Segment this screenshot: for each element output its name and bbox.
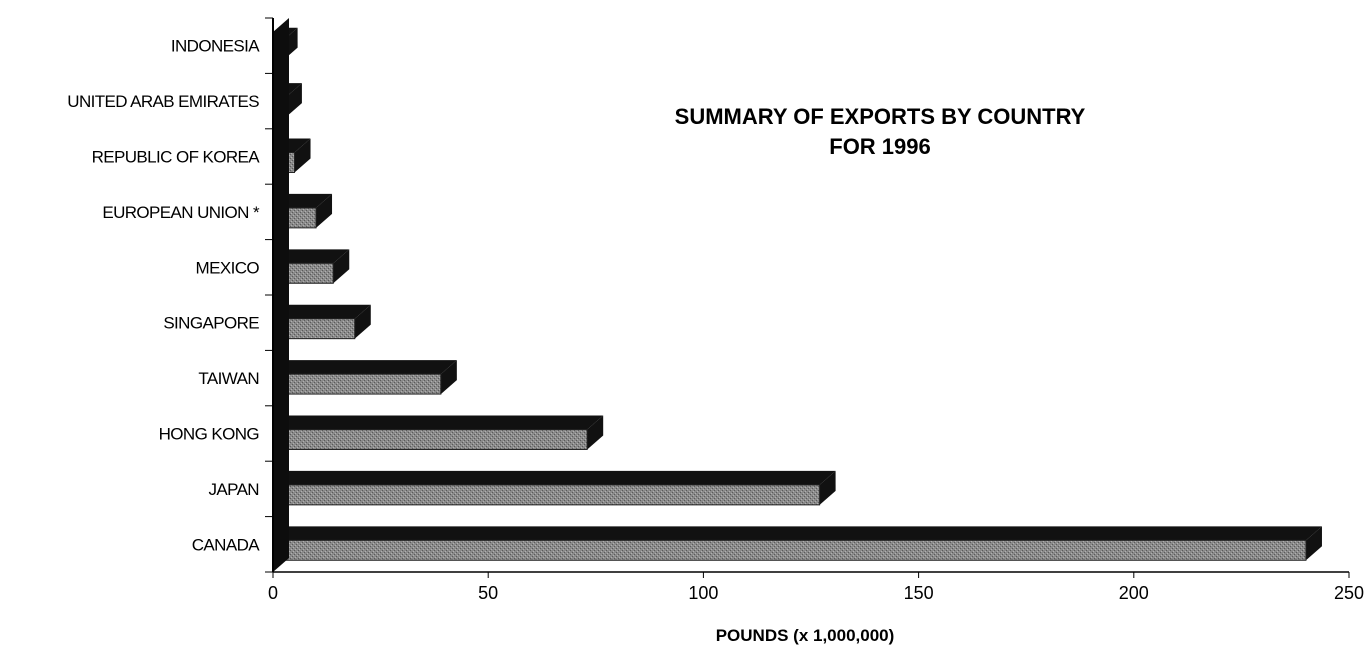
bar-side-face (440, 360, 457, 395)
bar-side-face (1305, 526, 1322, 561)
x-tick-label: 150 (904, 583, 934, 603)
bar-top-face (273, 415, 604, 430)
x-tick-label: 250 (1334, 583, 1364, 603)
bar-front-face (272, 484, 821, 506)
bar-front-face (272, 373, 442, 395)
bar-side-face (333, 249, 350, 284)
category-label: REPUBLIC OF KOREA (92, 148, 261, 167)
bar-side-face (354, 304, 371, 339)
chart-title-line-1: SUMMARY OF EXPORTS BY COUNTRY (674, 104, 1086, 129)
x-tick-label: 50 (478, 583, 498, 603)
bar-side-face (587, 415, 604, 450)
bar-front-face (272, 429, 588, 450)
category-label: TAIWAN (198, 369, 259, 388)
bar-japan (272, 470, 836, 506)
bar-top-face (273, 304, 371, 319)
bar-side-face (285, 83, 302, 118)
bar-side-face (316, 193, 333, 228)
bar-side-face (819, 470, 836, 505)
category-label: INDONESIA (171, 37, 260, 56)
category-label: CANADA (192, 535, 261, 554)
category-label: UNITED ARAB EMIRATES (67, 92, 259, 111)
category-label: JAPAN (208, 480, 259, 499)
chart-title: SUMMARY OF EXPORTS BY COUNTRY FOR 1996 (560, 102, 1200, 162)
bar-front-face (272, 539, 1307, 561)
bar-top-face (273, 526, 1322, 541)
x-axis-label: POUNDS (x 1,000,000) (715, 626, 895, 645)
bar-top-face (273, 249, 350, 264)
category-label: EUROPEAN UNION * (102, 203, 260, 222)
x-tick-label: 200 (1119, 583, 1149, 603)
chart-title-line-2: FOR 1996 (829, 134, 931, 159)
x-tick-label: 100 (688, 583, 718, 603)
y-axis-wall (273, 18, 289, 572)
bar-hong-kong (272, 415, 604, 450)
bar-side-face (294, 138, 311, 173)
bar-top-face (273, 470, 836, 485)
x-tick-label: 0 (268, 583, 278, 603)
category-label: SINGAPORE (163, 314, 259, 333)
bar-canada (272, 526, 1322, 561)
category-label: HONG KONG (159, 425, 259, 444)
bar-taiwan (272, 360, 457, 395)
bar-top-face (273, 360, 457, 375)
bar-singapore (272, 304, 371, 340)
category-label: MEXICO (196, 258, 260, 277)
